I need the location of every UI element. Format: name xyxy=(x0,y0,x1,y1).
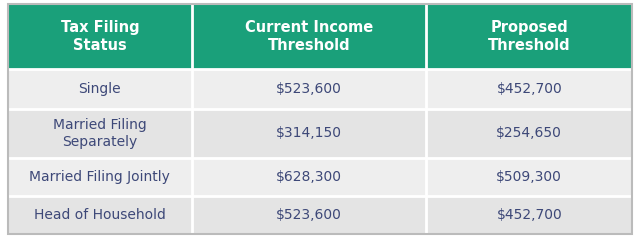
Bar xyxy=(8,196,192,234)
Bar xyxy=(8,109,192,158)
Text: $523,600: $523,600 xyxy=(276,82,342,96)
Bar xyxy=(192,196,426,234)
Text: Proposed
Threshold: Proposed Threshold xyxy=(488,20,571,53)
Text: Head of Household: Head of Household xyxy=(34,208,166,222)
Bar xyxy=(192,109,426,158)
Text: $523,600: $523,600 xyxy=(276,208,342,222)
Bar xyxy=(8,4,192,69)
Text: $452,700: $452,700 xyxy=(497,82,562,96)
Text: Tax Filing
Status: Tax Filing Status xyxy=(61,20,139,53)
Text: Single: Single xyxy=(79,82,121,96)
Bar xyxy=(192,69,426,109)
Text: Current Income
Threshold: Current Income Threshold xyxy=(245,20,373,53)
Bar xyxy=(426,69,632,109)
Text: $254,650: $254,650 xyxy=(496,126,562,140)
Bar xyxy=(426,158,632,196)
Text: $509,300: $509,300 xyxy=(496,170,562,184)
Text: Married Filing
Separately: Married Filing Separately xyxy=(53,118,147,149)
Bar xyxy=(8,69,192,109)
Text: Married Filing Jointly: Married Filing Jointly xyxy=(29,170,170,184)
Bar xyxy=(192,158,426,196)
Text: $628,300: $628,300 xyxy=(276,170,342,184)
Text: $314,150: $314,150 xyxy=(276,126,342,140)
Text: $452,700: $452,700 xyxy=(497,208,562,222)
Bar xyxy=(192,4,426,69)
Bar xyxy=(426,109,632,158)
Bar xyxy=(8,158,192,196)
Bar xyxy=(426,196,632,234)
Bar xyxy=(426,4,632,69)
